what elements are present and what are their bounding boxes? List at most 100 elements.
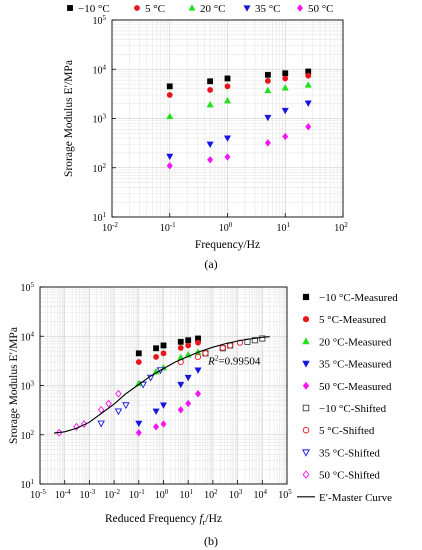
tick-label: 102 [21, 429, 35, 442]
tick-label-exponent: 2 [103, 162, 107, 170]
tick-label-exponent: 5 [31, 281, 35, 289]
data-point [166, 112, 174, 120]
data-point [105, 399, 112, 408]
panel-b-label: (b) [204, 534, 218, 548]
x-axis-label: Reduced Frequency fr/Hz [105, 513, 222, 527]
legend-entry: 5 °C-Shifted [319, 425, 375, 437]
data-point [264, 114, 272, 122]
r-squared-annotation: R2=0.99504 [207, 354, 261, 367]
tick-label-base: 10 [55, 490, 65, 501]
legend: −10 °C 5 °C 20 °C 35 °C 50 °C [67, 3, 334, 15]
series [166, 68, 312, 90]
data-point [264, 86, 272, 94]
tick-label-base: 10 [334, 223, 344, 234]
tick-label-base: 10 [93, 213, 103, 224]
tick-label: 103 [21, 380, 35, 393]
series [135, 367, 202, 428]
tick-label: 100 [219, 221, 233, 234]
tick-label: 10-1 [129, 488, 145, 501]
data-point [202, 350, 209, 357]
tick-label: 10-3 [79, 488, 95, 501]
data-point [160, 350, 167, 357]
tick-label: 101 [179, 488, 193, 501]
tick-label-exponent: 1 [287, 221, 291, 229]
x-axis-label-var: f [200, 513, 205, 525]
legend-entry: 35 °C [255, 3, 281, 15]
tick-label-exponent: 4 [264, 488, 268, 496]
tick-label-base: 10 [219, 223, 229, 234]
tick-label-exponent: -4 [65, 488, 71, 496]
tick-label-exponent: -1 [139, 488, 145, 496]
data-point [153, 354, 159, 360]
data-point [115, 389, 122, 398]
legend-entry: 35 °C-Shifted [319, 447, 380, 459]
series [166, 100, 312, 161]
legend-entry: 20 °C [200, 3, 226, 15]
data-point [166, 83, 173, 90]
grid [112, 20, 343, 217]
tick-label: 100 [155, 488, 169, 501]
data-point [185, 399, 192, 408]
tick-label-exponent: 4 [103, 63, 107, 71]
annotation-var: R [207, 355, 215, 367]
data-point [177, 345, 184, 351]
legend-marker [67, 5, 73, 11]
tick-label-base: 10 [93, 115, 103, 126]
tick-label: 10-4 [55, 488, 71, 501]
series [135, 335, 201, 357]
tick-label-exponent: -2 [112, 221, 118, 229]
data-point [177, 381, 185, 389]
data-point [135, 420, 143, 428]
data-point [282, 75, 289, 82]
legend-entry: −10 °C-Measured [319, 292, 398, 304]
data-point [97, 420, 105, 428]
tick-label-exponent: -1 [170, 221, 176, 229]
tick-label-exponent: 1 [189, 488, 193, 496]
tick-label-base: 10 [278, 490, 288, 501]
legend-marker [302, 337, 310, 345]
tick-label: 10-2 [104, 488, 120, 501]
grid [40, 287, 287, 484]
tick-label: 105 [278, 488, 292, 501]
tick-label-base: 10 [21, 480, 31, 491]
legend-entry: −10 °C [78, 3, 110, 15]
data-point [153, 423, 160, 431]
tick-label-base: 10 [30, 490, 40, 501]
tick-label-base: 10 [21, 283, 31, 294]
data-point [184, 374, 192, 382]
data-point [305, 123, 312, 131]
data-point [160, 402, 167, 409]
data-point [135, 350, 142, 357]
data-point [166, 153, 174, 161]
legend-entry: 5 °C [145, 3, 165, 15]
tick-label: 102 [334, 221, 348, 234]
legend-entry: 35 °C-Measured [319, 359, 392, 371]
data-point [282, 70, 289, 77]
legend-marker [302, 293, 310, 301]
tick-label-base: 10 [93, 65, 103, 76]
data-point [160, 342, 167, 349]
data-point [152, 368, 160, 375]
legend-marker [243, 5, 251, 12]
tick-label-base: 10 [179, 490, 189, 501]
panel-a-chart: 10-2 10-1 100 101 102101102103104105Srorage … [63, 3, 348, 251]
y-axis-label: Srorage Modulus E′/MPa [8, 327, 20, 444]
tick-label-exponent: -3 [89, 488, 95, 496]
legend-entry: 50 °C-Measured [319, 381, 392, 393]
data-point [264, 139, 271, 147]
data-point [122, 402, 130, 410]
legend-entry: 50 °C [308, 3, 334, 15]
data-point [224, 153, 231, 161]
series [166, 81, 312, 120]
x-axis-label-main: Reduced Frequency [105, 513, 200, 525]
tick-label: 104 [93, 63, 107, 76]
legend-entry: 20 °C-Measured [319, 336, 392, 348]
series [53, 336, 270, 434]
tick-label-base: 10 [21, 332, 31, 343]
x-axis-label-sub: r [203, 518, 206, 527]
data-point [305, 72, 312, 79]
tick-label-exponent: 1 [103, 211, 107, 219]
